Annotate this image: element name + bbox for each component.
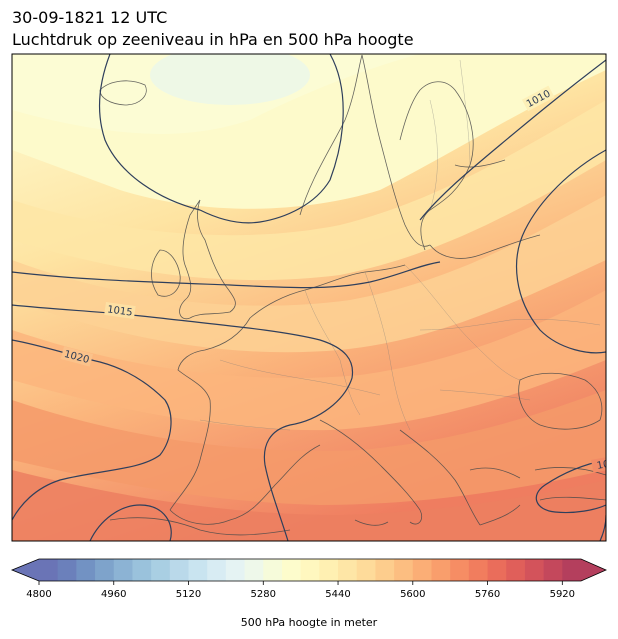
border: [404, 264, 521, 381]
colorbar-cell: [394, 559, 414, 581]
colorbar-label: 500 hPa hoogte in meter: [241, 616, 378, 629]
border: [219, 359, 381, 396]
colorbar-cell: [543, 559, 563, 581]
map-frame: [11, 53, 607, 542]
colorbar-tick-label: 5280: [251, 589, 276, 600]
coastline-iceland: [99, 80, 147, 106]
colorbar-cell: [263, 559, 283, 581]
coastline-britain: [179, 199, 236, 320]
colorbar-cell: [225, 559, 246, 581]
colorbar-cell: [169, 559, 190, 581]
isobar-1010: [98, 54, 606, 224]
map-title-date: 30-09-1821 12 UTC: [12, 8, 168, 27]
height-band-center: [150, 54, 310, 105]
border: [304, 289, 361, 416]
colorbar-cell: [356, 559, 376, 581]
colorbar-cell: [113, 559, 133, 581]
coastline-balkans: [399, 429, 521, 526]
coastline-north-africa: [109, 517, 291, 536]
border: [419, 319, 601, 331]
colorbar-cell: [244, 559, 264, 581]
height-band: [12, 100, 606, 281]
colorbar-tick-label: 4960: [101, 589, 126, 600]
height-band: [12, 195, 606, 353]
coastline-turkey: [534, 467, 606, 501]
map-title-description: Luchtdruk op zeeniveau in hPa en 500 hPa…: [12, 30, 414, 49]
colorbar-cell: [562, 559, 582, 581]
border: [439, 389, 531, 401]
colorbar-tick-label: 5440: [325, 589, 350, 600]
colorbar-tick-label: 5920: [550, 589, 575, 600]
height-bands: [12, 54, 606, 541]
isobars: [12, 54, 606, 541]
border: [364, 271, 411, 431]
country-borders: [199, 59, 601, 431]
colorbar-tick-label: 5120: [176, 589, 201, 600]
colorbar-cell: [319, 559, 339, 581]
coastlines: [99, 54, 606, 536]
colorbar-extend-max: [581, 559, 606, 581]
colorbar-cell: [487, 559, 507, 581]
isobar-label-1015: 1015: [106, 304, 133, 318]
colorbar-cell: [300, 559, 320, 581]
colorbar-extend-min: [12, 559, 39, 581]
colorbar-cell: [132, 559, 152, 581]
colorbar-cell: [468, 559, 489, 581]
colorbar-cell: [281, 559, 302, 581]
coastline-baltic: [429, 159, 541, 259]
colorbar-cell: [57, 559, 77, 581]
colorbar-cell: [207, 559, 227, 581]
coastline-ireland: [151, 249, 181, 297]
colorbar: 4800 4960 5120 5280 5440 5600 5760 5920 500 hPa…: [10, 558, 607, 629]
map-area: 1010 1015 1020 10: [12, 54, 610, 541]
colorbar-cell: [431, 559, 451, 581]
coastline-europe: [169, 264, 406, 525]
coastline-italy: [319, 419, 423, 526]
colorbar-cell: [524, 559, 545, 581]
colorbar-cell: [338, 559, 358, 581]
isobar-label-partial: 10: [596, 459, 610, 472]
colorbar-cell: [151, 559, 171, 581]
colorbar-ticks: 4800 4960 5120 5280 5440 5600 5760 5920: [26, 581, 575, 600]
isobar-1010-east: [515, 149, 606, 354]
colorbar-cell: [188, 559, 208, 581]
colorbar-cell: [76, 559, 96, 581]
colorbar-cell: [95, 559, 115, 581]
colorbar-cell: [506, 559, 526, 581]
colorbar-cell: [375, 559, 395, 581]
colorbar-tick-label: 5600: [400, 589, 425, 600]
colorbar-cell: [450, 559, 470, 581]
colorbar-cell: [412, 559, 432, 581]
colorbar-tick-label: 5760: [475, 589, 500, 600]
colorbar-cells: [39, 559, 582, 581]
colorbar-cell: [39, 559, 59, 581]
border: [429, 99, 438, 211]
height-band: [12, 470, 606, 541]
border: [199, 419, 291, 431]
colorbar-tick-label: 4800: [26, 589, 51, 600]
isobar-1020-south: [89, 504, 172, 541]
coastline-blacksea: [518, 372, 603, 430]
coastline-scandinavia: [299, 54, 474, 251]
isobar-1015: [12, 261, 441, 541]
height-band: [12, 390, 606, 505]
border: [459, 59, 471, 166]
